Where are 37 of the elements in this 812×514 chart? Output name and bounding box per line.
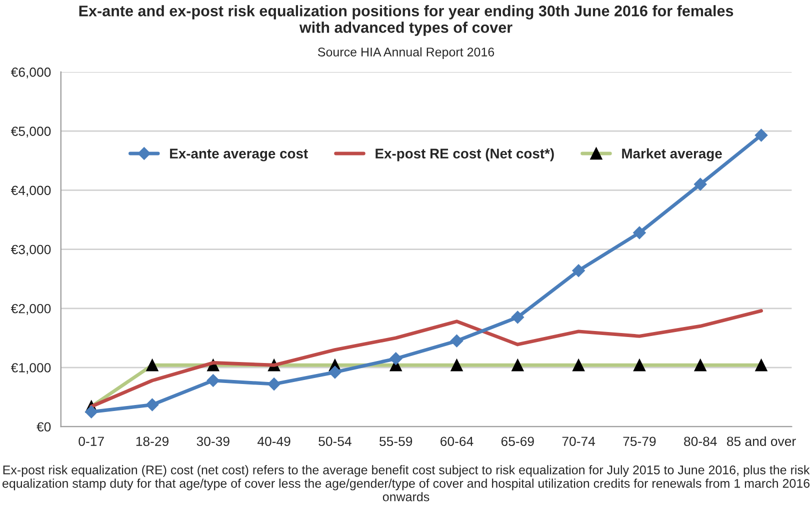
x-tick-label: 75-79 bbox=[623, 436, 656, 446]
x-tick-label: 40-49 bbox=[257, 436, 290, 446]
x-tick-label: 85 and over bbox=[726, 436, 796, 446]
x-tick-label: 60-64 bbox=[440, 436, 474, 446]
y-tick-label: €0 bbox=[36, 422, 51, 432]
x-tick-label: 30-39 bbox=[196, 436, 230, 446]
point bbox=[84, 405, 98, 418]
x-tick-label: 0-17 bbox=[78, 436, 104, 446]
x-tick-label: 18-29 bbox=[136, 436, 168, 446]
x-tick-label: 80-84 bbox=[684, 436, 717, 446]
point bbox=[450, 334, 464, 348]
point bbox=[754, 128, 768, 142]
point bbox=[146, 398, 159, 412]
y-tick-label: €1,000 bbox=[10, 363, 51, 374]
point bbox=[268, 378, 280, 390]
legend-label: Ex-ante average cost bbox=[170, 148, 308, 162]
point bbox=[206, 374, 220, 387]
point bbox=[328, 366, 342, 379]
point bbox=[389, 352, 402, 366]
x-tick-label: 65-69 bbox=[501, 436, 534, 446]
point bbox=[694, 178, 707, 191]
point bbox=[633, 226, 646, 240]
point bbox=[511, 310, 524, 324]
y-tick-label: €4,000 bbox=[10, 186, 51, 197]
chart-title: Ex-ante and ex-post risk equalization positions for year ending 30th June 2016 for females with advanced types of cover bbox=[79, 5, 734, 36]
y-tick-label: €3,000 bbox=[10, 244, 51, 256]
y-tick-label: €6,000 bbox=[10, 68, 51, 78]
legend-label: Ex-post RE cost (Net cost*) bbox=[376, 148, 554, 162]
legend-label: Market average bbox=[622, 148, 722, 162]
y-tick-label: €5,000 bbox=[10, 126, 51, 138]
y-tick-label: €2,000 bbox=[10, 304, 51, 315]
chart-subtitle: Source HIA Annual Report 2016 bbox=[318, 47, 494, 59]
x-tick-label: 55-59 bbox=[380, 436, 412, 446]
point bbox=[572, 264, 585, 277]
text: Ex-post risk equalization (RE) cost (net cost) refers to the average benefit cost subject to risk equalization for July 2015 to June 2016, plus the risk equalization stamp duty for that age/type of cover less the age/gender/type of cover and hospital utilization credits for renewals from 1 march 2016 onwards bbox=[2, 465, 810, 502]
x-tick-label: 50-54 bbox=[318, 436, 352, 446]
x-tick-label: 70-74 bbox=[562, 436, 596, 446]
